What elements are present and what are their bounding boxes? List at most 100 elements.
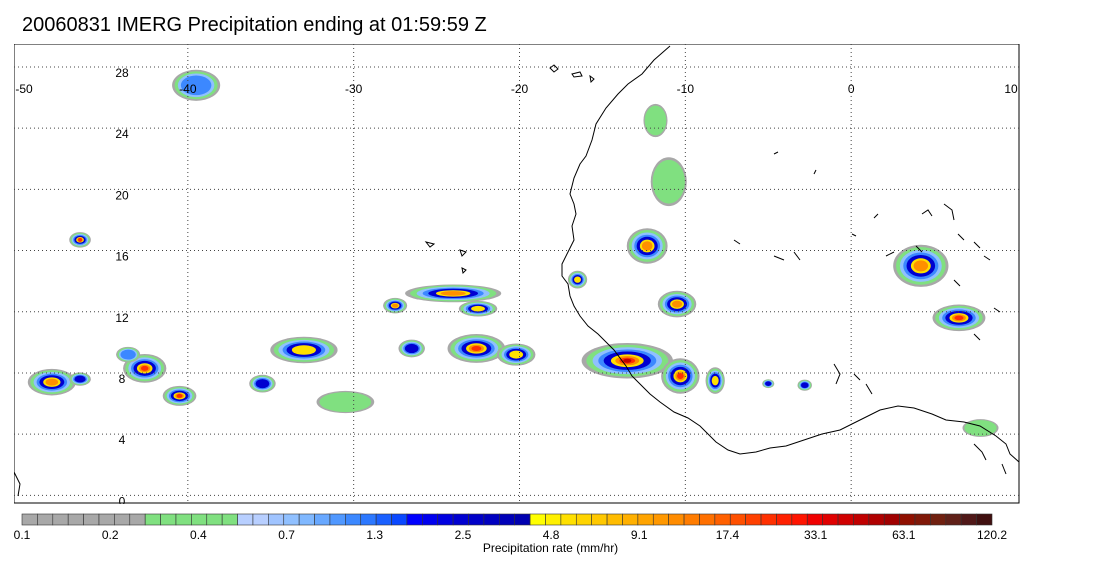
coastline-island-7 [14,471,21,497]
colorbar-box [206,513,223,526]
lon-tick-label: -10 [677,82,695,96]
precip-cell [316,390,375,414]
lon-tick-label: 10 [1004,82,1018,96]
colorbar-box [930,513,947,526]
precip-contour [404,343,419,354]
colorbar-box [37,513,54,526]
lat-tick-label: 28 [115,66,129,80]
precip-cell [398,339,425,358]
colorbar-label: 17.4 [716,528,740,542]
colorbar: 0.1 0.2 0.4 0.7 1.3 2.5 4.8 9.1 17.4 33.1 63.1 120.… [14,513,1007,542]
precip-contour [765,381,772,386]
precip-contour [677,372,684,380]
colorbar-box [283,513,300,526]
colorbar-box [575,513,592,526]
precip-contour [120,349,136,360]
colorbar-box [668,513,685,526]
precip-cell [626,228,668,264]
colorbar-box [529,513,546,526]
precip-cell [657,290,697,318]
precip-contour [291,345,316,355]
colorbar-box [221,513,238,526]
colorbar-box [175,513,192,526]
precip-contour [954,315,964,321]
colorbar-label: 1.3 [366,528,383,542]
colorbar-box [976,513,993,526]
coastline-island-1 [549,64,559,73]
coastline [14,45,1020,497]
colorbar-box [683,513,700,526]
precip-cell [643,103,668,138]
colorbar-box [483,513,500,526]
precip-contour [391,303,399,308]
colorbar-box [791,513,808,526]
precip-contour [644,105,667,136]
colorbar-boxes [21,513,993,526]
colorbar-box [268,513,285,526]
precip-cell [797,379,812,391]
colorbar-box [144,513,161,526]
colorbar-label: 63.1 [892,528,916,542]
axis-labels: -50 -40 -30 -20 -10 0 10 0 4 8 12 16 20 24 28 [15,66,1018,504]
precip-contour [45,378,59,386]
colorbar-box [637,513,654,526]
colorbar-box [191,513,208,526]
colorbar-box [822,513,839,526]
precip-contour [471,345,482,351]
precip-cell [762,379,775,389]
precip-cell [581,342,673,379]
colorbar-box [52,513,69,526]
colorbar-label: 9.1 [631,528,648,542]
precip-cell [458,300,498,317]
lon-tick-label: -20 [511,82,529,96]
colorbar-label: 0.1 [14,528,31,542]
precip-contour [176,393,183,398]
precip-cell [249,374,276,393]
precip-cell [172,69,221,101]
colorbar-box [591,513,608,526]
colorbar-label: 4.8 [543,528,560,542]
precip-contour [74,375,86,383]
precip-contour [180,75,212,96]
lat-tick-label: 20 [115,188,129,202]
precip-contour [509,350,524,359]
colorbar-box [391,513,408,526]
precip-cell [650,157,687,207]
precip-contour [623,358,632,363]
precip-layer [27,69,999,437]
precip-cell [270,336,338,364]
grid-lines [14,44,1019,503]
lon-tick-label: -50 [15,82,33,96]
lat-tick-label: 16 [115,250,129,264]
colorbar-box [252,513,269,526]
colorbar-box [98,513,115,526]
colorbar-box [837,513,854,526]
precip-contour [440,291,466,296]
colorbar-box [468,513,485,526]
colorbar-box [760,513,777,526]
precip-contour [913,260,929,272]
colorbar-box [298,513,315,526]
colorbar-box [714,513,731,526]
colorbar-box [67,513,84,526]
colorbar-box [745,513,762,526]
colorbar-box [868,513,885,526]
colorbar-label: 2.5 [455,528,472,542]
precip-contour [801,382,809,389]
precip-contour [78,237,83,242]
lat-tick-label: 4 [119,433,126,447]
colorbar-box [606,513,623,526]
colorbar-box [914,513,931,526]
coastline-island-4 [424,241,436,248]
lat-tick-label: 8 [119,372,126,386]
precip-contour [711,375,719,386]
precip-cell [123,353,167,383]
colorbar-box [853,513,870,526]
precip-cell [705,367,725,394]
lat-tick-label: 0 [119,494,126,504]
lon-tick-label: -30 [345,82,363,96]
coastline-island-3 [589,74,595,84]
precip-cell [69,232,91,248]
precip-cell [447,334,506,363]
precip-contour [471,305,485,312]
